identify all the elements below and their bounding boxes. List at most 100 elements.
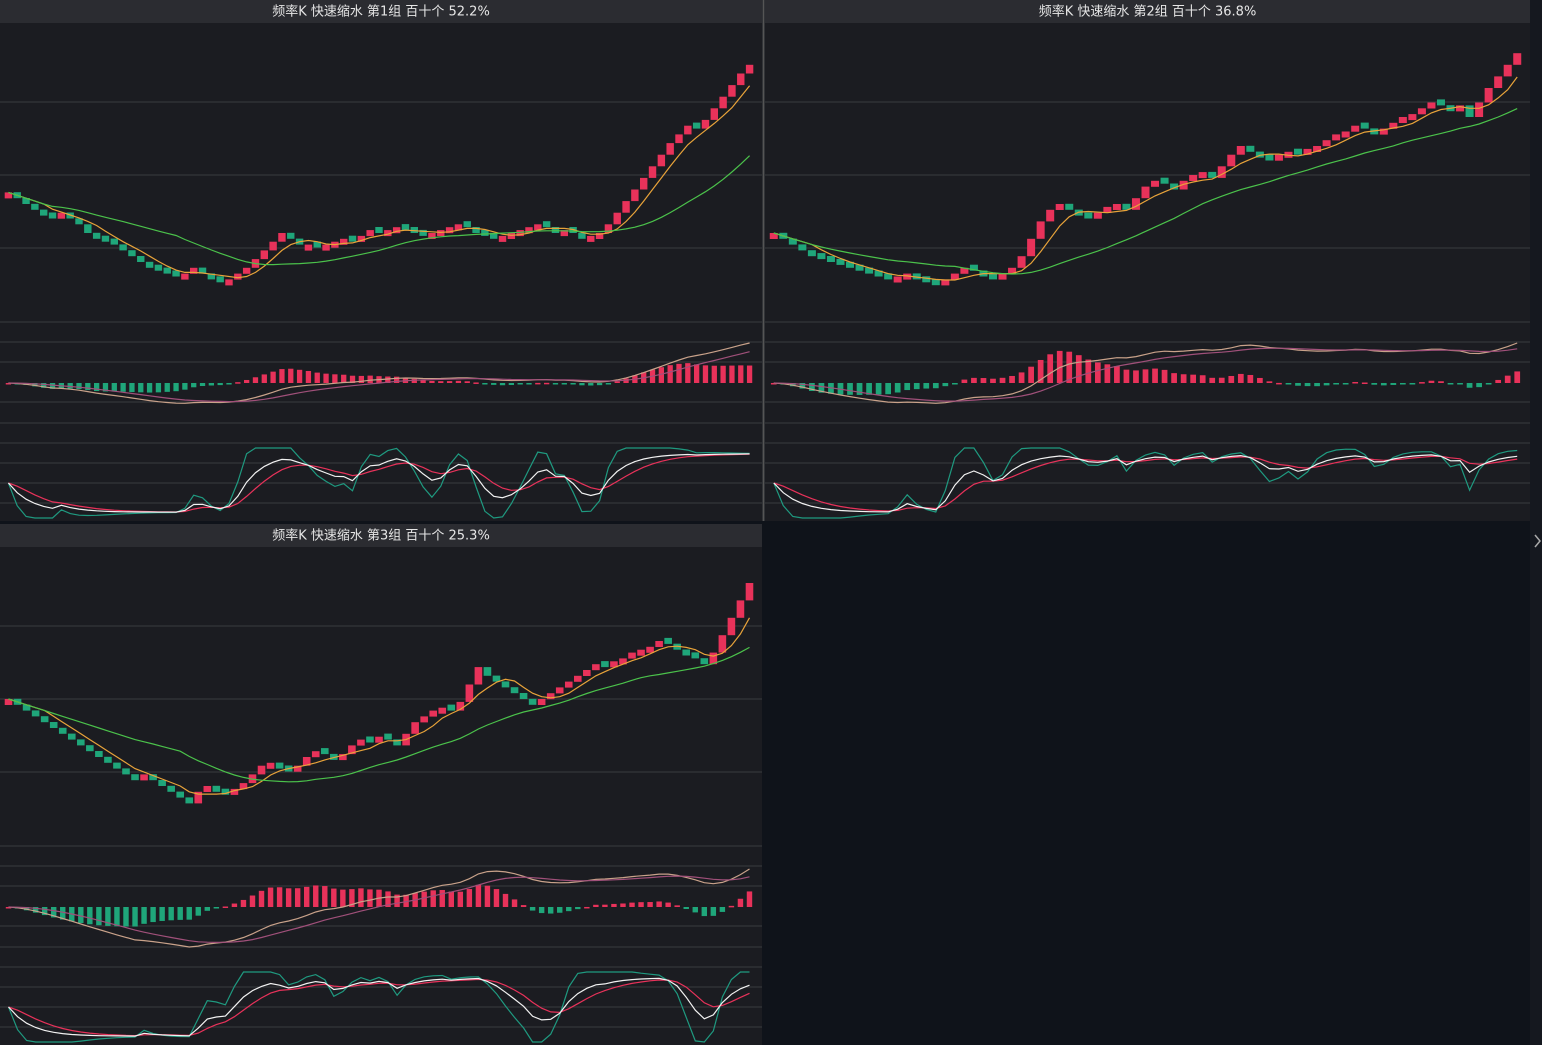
macd-bar bbox=[213, 907, 220, 909]
brick bbox=[216, 276, 224, 283]
brick bbox=[692, 122, 701, 129]
brick bbox=[1313, 146, 1322, 152]
macd-bar bbox=[240, 899, 247, 907]
brick bbox=[67, 733, 76, 740]
macd-bar bbox=[429, 380, 435, 383]
brick bbox=[58, 727, 67, 734]
macd-bar bbox=[267, 887, 274, 907]
macd-bar bbox=[1514, 371, 1521, 383]
macd-bar bbox=[231, 903, 238, 907]
brick bbox=[1198, 172, 1207, 179]
macd-bar bbox=[261, 374, 267, 383]
brick bbox=[384, 230, 392, 237]
kdj-d-line bbox=[8, 453, 750, 513]
macd-bar bbox=[358, 888, 364, 907]
brick bbox=[110, 238, 118, 245]
brick bbox=[419, 229, 427, 236]
brick bbox=[1170, 183, 1179, 190]
macd-bar bbox=[177, 907, 183, 920]
brick bbox=[320, 748, 329, 755]
macd-bar bbox=[665, 902, 671, 907]
brick bbox=[788, 238, 797, 245]
brick bbox=[101, 235, 110, 242]
brick bbox=[1189, 175, 1198, 181]
brick bbox=[931, 279, 940, 286]
brick bbox=[950, 273, 959, 280]
brick bbox=[313, 241, 321, 248]
macd-bar bbox=[1447, 383, 1454, 385]
brick bbox=[1179, 180, 1188, 190]
brick bbox=[1046, 209, 1055, 222]
macd-bar bbox=[244, 379, 250, 383]
brick bbox=[998, 273, 1007, 280]
macd-bar bbox=[394, 376, 400, 383]
brick bbox=[874, 270, 883, 277]
brick bbox=[1208, 171, 1217, 178]
brick bbox=[1436, 99, 1445, 106]
macd-bar bbox=[67, 383, 73, 389]
brick bbox=[438, 707, 447, 714]
macd-bar bbox=[856, 383, 863, 395]
brick bbox=[1112, 204, 1121, 210]
macd-bar bbox=[685, 363, 691, 383]
brick bbox=[131, 774, 139, 781]
brick bbox=[1332, 134, 1341, 141]
brick bbox=[239, 783, 248, 790]
macd-bar bbox=[403, 894, 409, 907]
brick bbox=[498, 235, 507, 242]
brick bbox=[525, 227, 533, 234]
brick bbox=[490, 232, 498, 239]
macd-bar bbox=[78, 907, 84, 924]
brick bbox=[330, 753, 338, 760]
brick bbox=[463, 221, 471, 228]
macd-bar bbox=[702, 365, 709, 383]
brick bbox=[666, 143, 674, 155]
macd-bar bbox=[457, 891, 464, 907]
macd-bar bbox=[847, 383, 853, 395]
macd-bar bbox=[186, 907, 192, 920]
macd-bar bbox=[331, 888, 337, 907]
brick bbox=[537, 699, 546, 705]
macd-bar bbox=[475, 884, 482, 907]
panel-bg bbox=[0, 0, 762, 521]
macd-bar bbox=[1257, 377, 1263, 383]
macd-bar bbox=[999, 377, 1006, 383]
brick bbox=[516, 230, 524, 237]
expand-arrow[interactable] bbox=[1534, 534, 1541, 548]
brick bbox=[560, 230, 568, 237]
macd-bar bbox=[132, 907, 138, 927]
brick bbox=[637, 649, 645, 656]
macd-bar bbox=[191, 383, 197, 388]
macd-bar bbox=[1123, 369, 1130, 383]
brick bbox=[454, 224, 463, 231]
macd-bar bbox=[932, 383, 939, 389]
brick bbox=[564, 681, 573, 688]
macd-bar bbox=[1380, 383, 1387, 386]
brick bbox=[348, 745, 356, 755]
macd-bar bbox=[694, 364, 700, 383]
macd-bar bbox=[1047, 354, 1054, 383]
macd-bar bbox=[1066, 351, 1073, 383]
macd-bar bbox=[1276, 382, 1282, 385]
macd-bar bbox=[596, 383, 603, 386]
brick bbox=[428, 233, 436, 239]
macd-bar bbox=[961, 379, 968, 383]
macd-bar bbox=[394, 894, 400, 907]
macd-bar bbox=[41, 907, 48, 916]
brick bbox=[401, 224, 410, 231]
brick bbox=[640, 177, 648, 190]
brick bbox=[1322, 140, 1331, 147]
macd-bar bbox=[288, 368, 294, 383]
brick bbox=[737, 73, 745, 86]
macd-bar bbox=[385, 376, 391, 383]
brick bbox=[710, 108, 718, 120]
macd-bar bbox=[1371, 383, 1378, 385]
macd-bar bbox=[340, 889, 346, 907]
brick bbox=[1494, 76, 1503, 88]
brick bbox=[113, 762, 121, 769]
side-strip bbox=[1530, 0, 1542, 1045]
panel-header bbox=[765, 0, 1530, 23]
macd-bar bbox=[683, 907, 689, 910]
brick bbox=[137, 256, 145, 262]
brick bbox=[884, 273, 893, 280]
